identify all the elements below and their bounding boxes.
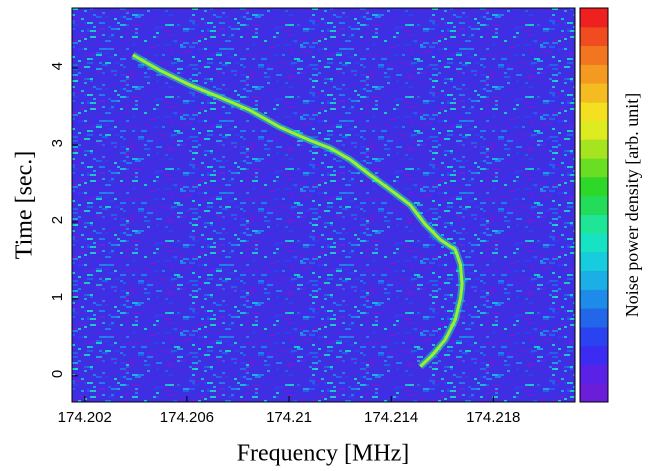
colorbar-band (580, 308, 608, 328)
colorbar-frame (579, 7, 609, 403)
y-axis-label: Time [sec.] (12, 151, 38, 259)
colorbar-band (580, 101, 608, 122)
colorbar-band (580, 176, 608, 197)
y-tick-label: 3 (49, 139, 66, 147)
plot-frame (71, 7, 576, 403)
colorbar-band (580, 383, 608, 403)
colorbar-band (580, 120, 608, 140)
colorbar-label: Noise power density [arb. unit] (622, 93, 642, 317)
plot-area (72, 8, 575, 402)
colorbar-band (580, 139, 608, 159)
colorbar-band (580, 195, 608, 215)
colorbar-band (580, 64, 608, 84)
colorbar-band (580, 289, 608, 309)
y-tick-label: 1 (49, 293, 66, 301)
colorbar-band (580, 233, 608, 253)
y-tick-label: 0 (49, 370, 66, 378)
colorbar-band (580, 45, 608, 65)
colorbar-band (580, 270, 608, 290)
x-tick-label: 174.218 (466, 409, 520, 426)
colorbar-band (580, 83, 608, 103)
signal-line (132, 53, 464, 368)
colorbar-band (580, 364, 608, 384)
y-tick-label: 2 (49, 216, 66, 224)
x-tick-label: 174.214 (364, 409, 418, 426)
colorbar-band (580, 26, 608, 47)
colorbar-band (580, 214, 608, 234)
colorbar-band (580, 345, 608, 365)
x-tick-label: 174.206 (160, 409, 214, 426)
colorbar-band (580, 8, 608, 28)
y-tick-label: 4 (49, 62, 66, 70)
x-tick-label: 174.202 (58, 409, 112, 426)
colorbar-band (580, 326, 608, 347)
x-tick-label: 174.21 (266, 409, 312, 426)
colorbar-band (580, 158, 608, 178)
x-axis-label: Frequency [MHz] (237, 441, 410, 467)
colorbar-band (580, 251, 608, 272)
